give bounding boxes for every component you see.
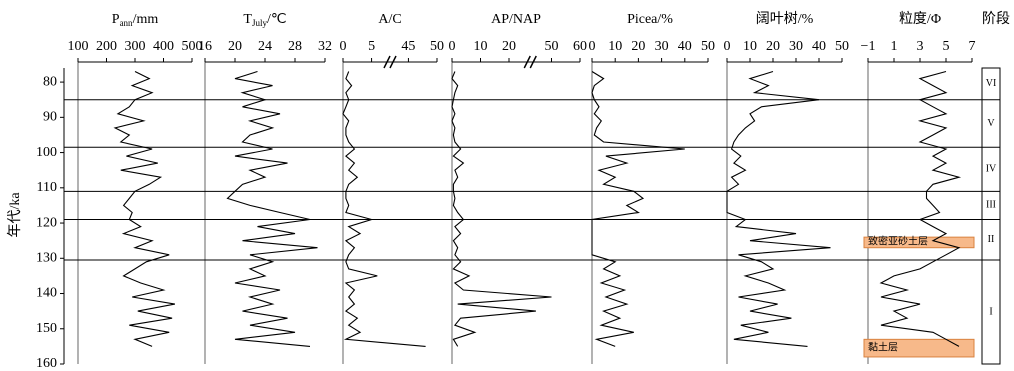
- stage-label: II: [988, 234, 995, 245]
- title-main: Picea/%: [627, 12, 673, 27]
- stage-label: I: [989, 306, 992, 317]
- layer-box: [863, 338, 975, 358]
- x-tick-label: 40: [812, 39, 826, 54]
- x-tick-label: 0: [724, 39, 731, 54]
- x-tick-label: 50: [835, 39, 849, 54]
- curve: [226, 70, 318, 347]
- x-tick-label: 1: [891, 39, 898, 54]
- x-tick-label: 10: [608, 39, 622, 54]
- title-sub: July: [252, 18, 268, 28]
- curve: [451, 71, 552, 347]
- x-tick-label: 300: [125, 39, 146, 54]
- x-tick-label: 10: [474, 39, 488, 54]
- x-tick-label: 30: [789, 39, 803, 54]
- y-tick-label: 110: [37, 180, 57, 195]
- title-sub: ann: [120, 18, 133, 28]
- curve: [113, 71, 176, 347]
- x-tick-label: 0: [340, 39, 347, 54]
- x-tick-label: 50: [545, 39, 559, 54]
- x-tick-label: 60: [573, 39, 587, 54]
- curve: [342, 71, 426, 347]
- x-tick-label: 5: [943, 39, 950, 54]
- x-tick-label: 5: [368, 39, 375, 54]
- x-tick-label: 200: [96, 39, 117, 54]
- x-tick-label: 45: [401, 39, 415, 54]
- layer-label: 致密亚砂土层: [868, 235, 928, 248]
- x-tick-label: 16: [198, 39, 212, 54]
- y-tick-label: 160: [36, 356, 57, 371]
- x-tick-label: 20: [228, 39, 242, 54]
- panel-title: A/C: [378, 12, 401, 27]
- panel-title: Pann/mm: [112, 12, 159, 28]
- panel-title: Picea/%: [627, 12, 673, 27]
- x-tick-label: 20: [766, 39, 780, 54]
- panel-title: TJuly/℃: [243, 12, 286, 28]
- x-tick-label: 24: [258, 39, 272, 54]
- panel-title: 粒度/Φ: [899, 11, 941, 27]
- x-tick-label: 100: [68, 39, 89, 54]
- title-main: T: [243, 12, 252, 27]
- y-tick-label: 140: [36, 286, 57, 301]
- curve: [726, 70, 831, 347]
- x-tick-label: 50: [430, 39, 444, 54]
- x-tick-label: 20: [502, 39, 516, 54]
- x-tick-label: 40: [678, 39, 692, 54]
- x-tick-label: 0: [449, 39, 456, 54]
- x-tick-label: 0: [589, 39, 596, 54]
- x-tick-label: 32: [318, 39, 332, 54]
- title-unit: /℃: [267, 12, 287, 27]
- x-tick-label: 28: [288, 39, 302, 54]
- stage-label: III: [986, 200, 996, 211]
- y-tick-label: 130: [36, 251, 57, 266]
- layer-label: 黏土层: [868, 340, 898, 353]
- x-tick-label: 10: [743, 39, 757, 54]
- x-tick-label: 3: [917, 39, 924, 54]
- title-main: 粒度/Φ: [899, 11, 941, 27]
- curve: [591, 71, 685, 347]
- y-tick-label: 80: [43, 74, 57, 89]
- title-main: AP/NAP: [491, 12, 541, 27]
- panel-title: 阔叶树/%: [756, 11, 814, 27]
- x-tick-label: 50: [701, 39, 715, 54]
- y-tick-label: 100: [36, 145, 57, 160]
- y-tick-label: 120: [36, 215, 57, 230]
- stage-column: [981, 67, 1001, 365]
- layer-box: [863, 236, 975, 249]
- stage-label: VI: [986, 78, 997, 89]
- stage-label: V: [987, 118, 995, 129]
- title-main: A/C: [378, 12, 401, 27]
- stage-label: IV: [986, 164, 997, 175]
- x-tick-label: 30: [655, 39, 669, 54]
- curve: [879, 70, 962, 347]
- title-main: 阔叶树/%: [756, 11, 814, 27]
- y-tick-label: 90: [43, 110, 57, 125]
- x-tick-label: 400: [153, 39, 174, 54]
- x-tick-label: 7: [969, 39, 976, 54]
- x-tick-label: 20: [631, 39, 645, 54]
- title-main: P: [112, 12, 120, 27]
- x-tick-label: 500: [182, 39, 203, 54]
- x-tick-label: −1: [861, 39, 876, 54]
- title-unit: /mm: [133, 12, 159, 27]
- stage-title: 阶段: [982, 11, 1010, 27]
- panel-title: AP/NAP: [491, 12, 541, 27]
- y-tick-label: 150: [36, 321, 57, 336]
- y-axis-label: 年代/ka: [7, 192, 23, 238]
